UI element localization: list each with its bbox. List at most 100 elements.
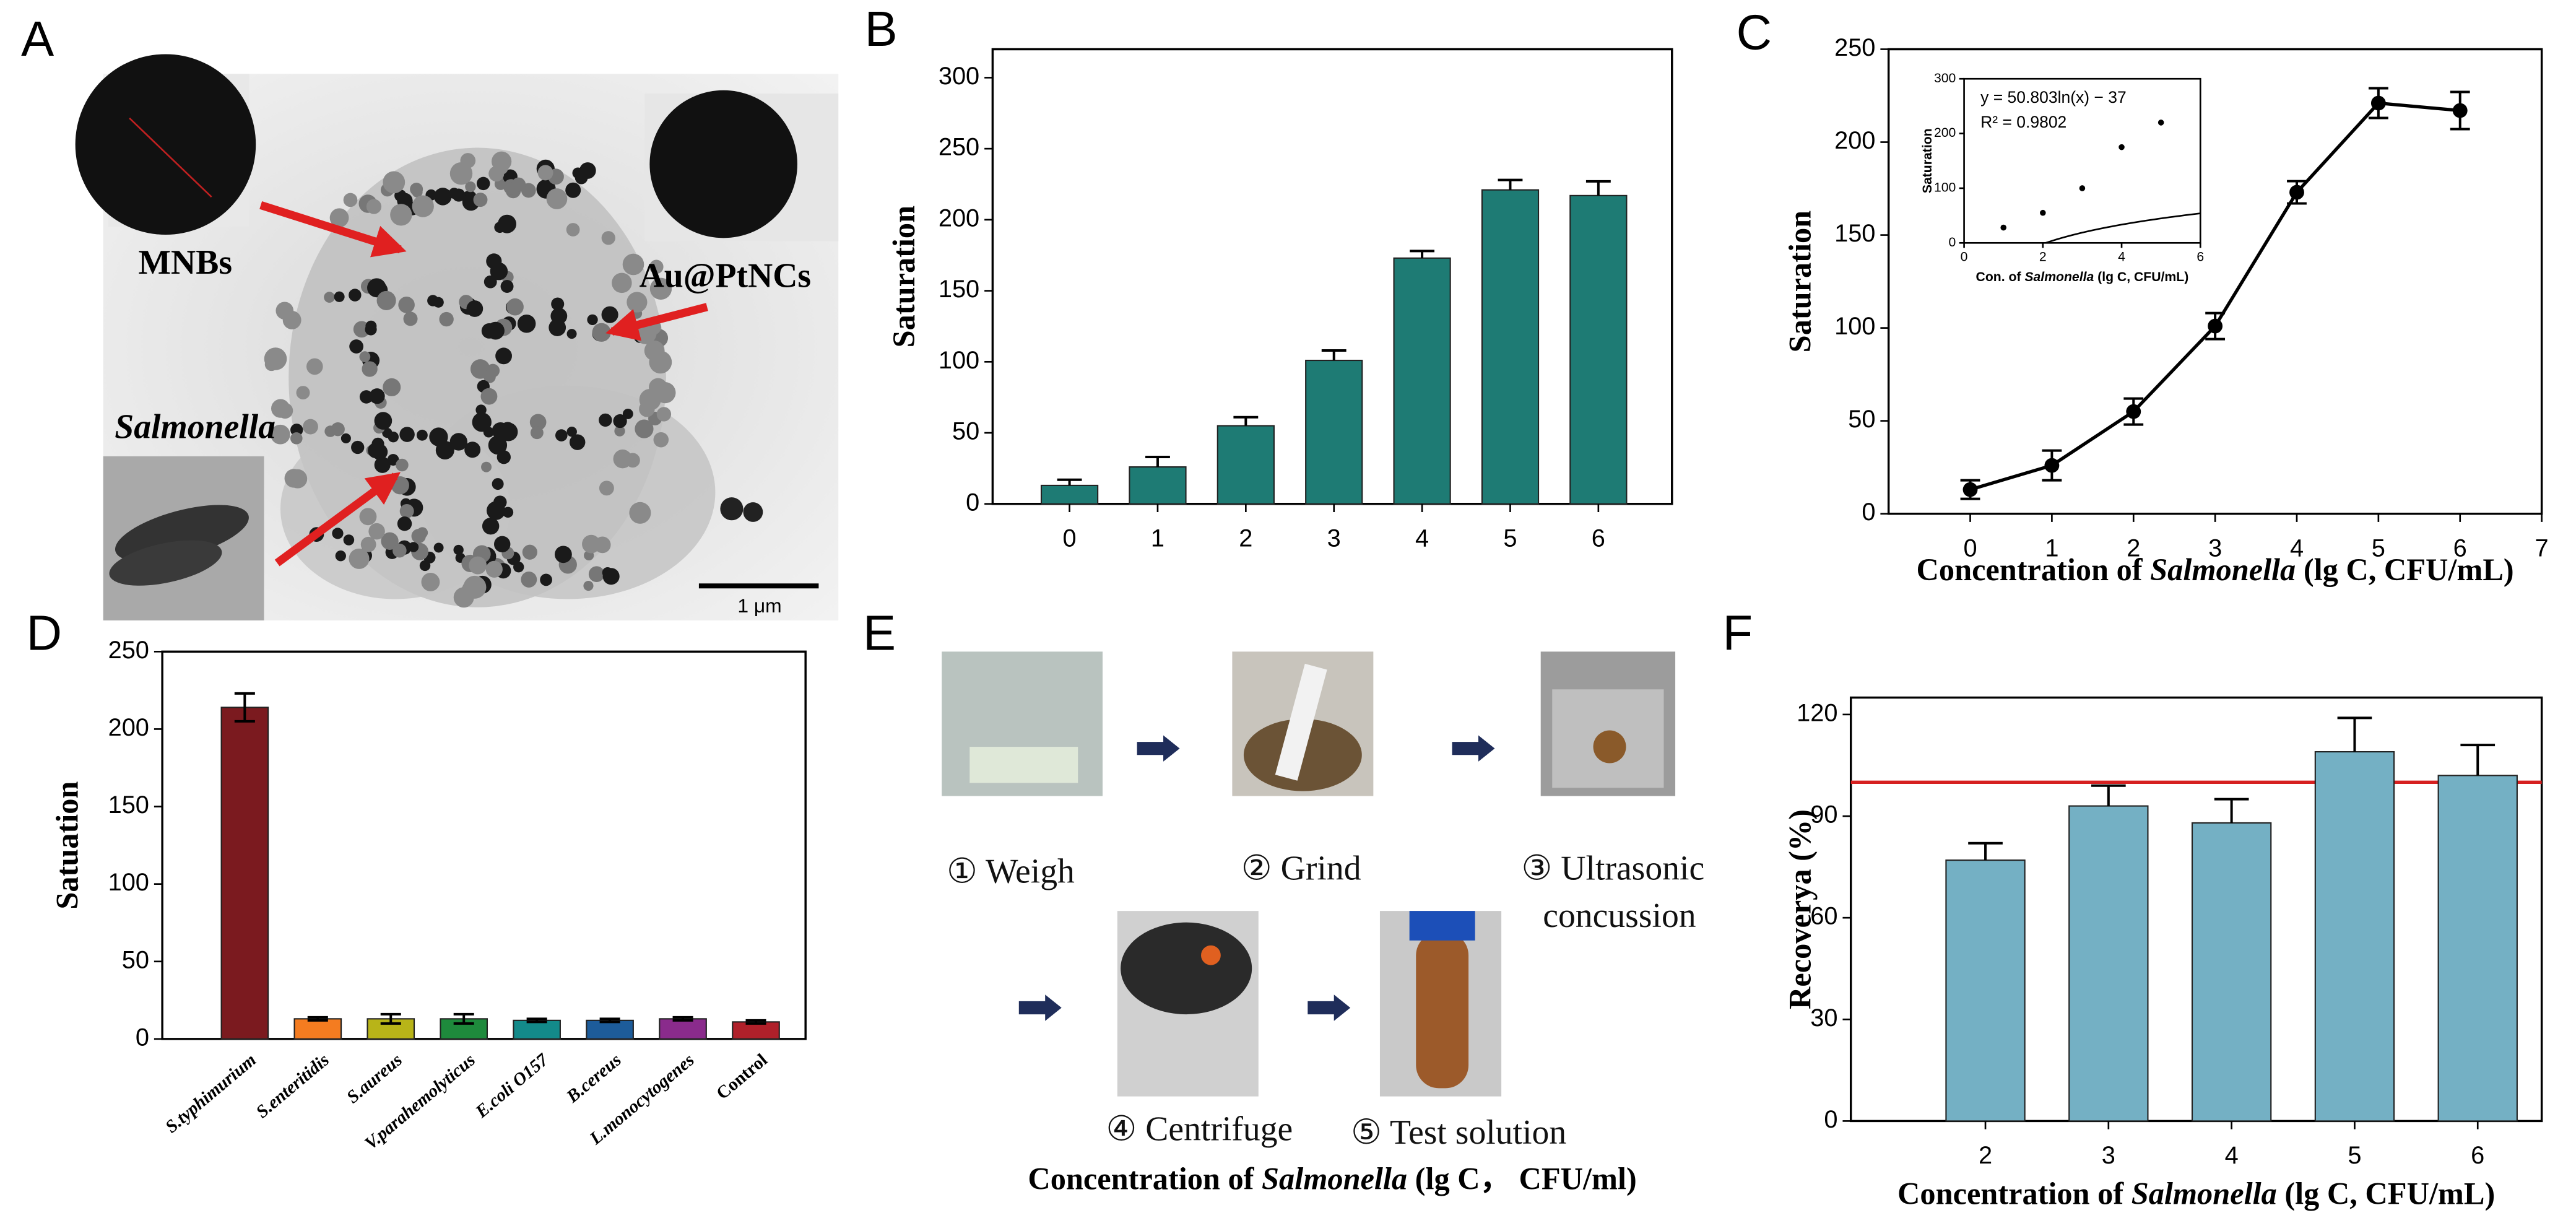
label-part: Concentration of [1897, 1176, 2131, 1211]
image-label: Au@PtNCs [640, 256, 812, 295]
label-part: (lg C, CFU/mL) [2296, 552, 2513, 587]
nanoparticle [335, 550, 346, 562]
label-part: (lg C， CFU/ml) [1407, 1161, 1637, 1196]
nanoparticle [434, 188, 452, 206]
nanoparticle [537, 165, 553, 181]
data-point [2079, 185, 2086, 191]
nanoparticle [472, 412, 492, 432]
x-tick-label: 5 [1503, 525, 1517, 552]
nanoparticle [453, 544, 464, 555]
y-tick-label: 100 [1834, 313, 1875, 340]
nanoparticle [654, 382, 676, 404]
x-tick-label: 2 [1979, 1142, 1992, 1169]
nanoparticle [614, 425, 625, 437]
nanoparticle [396, 458, 409, 472]
y-tick-label: 200 [1834, 127, 1875, 154]
label-part: Con. of [1976, 270, 2025, 284]
nanoparticle [453, 587, 474, 608]
x-tick-label: S.enteritidis [253, 1050, 333, 1123]
nanoparticle [435, 440, 454, 459]
bar [513, 1019, 561, 1040]
nanoparticle [362, 361, 378, 377]
nanoparticle [411, 529, 426, 544]
x-tick-label: S.typhimurium [162, 1050, 260, 1137]
x-tick-label: 0 [1963, 534, 1977, 562]
x-tick-label: 2 [2127, 534, 2140, 562]
nanoparticle [383, 171, 405, 194]
nanoparticle [492, 478, 504, 490]
data-point [2208, 318, 2223, 334]
nanoparticle [583, 580, 594, 591]
nanoparticle [588, 566, 605, 583]
y-tick-label: 250 [939, 134, 979, 161]
nanoparticle [629, 502, 651, 524]
y-axis-label: Saturation [1920, 128, 1935, 193]
x-tick-label: 3 [2208, 534, 2222, 562]
x-axis-label: Concentration of Salmonella (lg C， CFU/m… [1028, 1161, 1636, 1196]
nanoparticle [351, 440, 365, 455]
panel-letter: C [1737, 4, 1772, 59]
nanoparticle [602, 568, 620, 585]
nanoparticle [275, 302, 294, 320]
r-squared: R² = 0.9802 [1980, 113, 2066, 131]
nanoparticle [369, 388, 385, 404]
x-tick-label: 3 [2102, 1142, 2115, 1169]
y-axis-label: Recoverya (%) [1782, 809, 1817, 1009]
nanoparticle [644, 341, 665, 361]
y-tick-label: 120 [1797, 699, 1837, 726]
bar [1393, 257, 1451, 505]
x-tick-label: 6 [2197, 250, 2204, 264]
nanoparticle [475, 404, 487, 415]
data-point [1962, 482, 1978, 497]
data-point [2370, 95, 2386, 111]
nanoparticle [482, 517, 500, 535]
x-tick-label: 0 [1063, 525, 1077, 552]
y-tick-label: 0 [1824, 1106, 1837, 1133]
x-tick-label: Control [713, 1050, 771, 1104]
x-tick-label: 0 [1961, 250, 1968, 264]
nanoparticle [284, 469, 303, 488]
nanoparticle [469, 556, 487, 575]
nanoparticle [412, 195, 434, 217]
bar [2314, 751, 2395, 1122]
data-point [2126, 404, 2141, 419]
nanoparticle [324, 292, 335, 303]
nanoparticle [343, 534, 355, 546]
x-axis-label: Con. of Salmonella (lg C, CFU/mL) [1976, 270, 2189, 284]
nanoparticle [390, 204, 412, 226]
nanoparticle [592, 323, 611, 342]
nanoparticle [511, 177, 526, 192]
nanoparticle [495, 347, 512, 365]
nanoparticle [270, 424, 290, 445]
nanoparticle [540, 573, 552, 586]
nanoparticle [465, 181, 476, 193]
scale-bar-label: 1 μm [737, 594, 781, 617]
nanoparticle [264, 357, 279, 372]
nanoparticle [388, 431, 399, 443]
nanoparticle [569, 434, 586, 450]
nanoparticle [613, 414, 627, 428]
nanoparticle [622, 409, 633, 419]
nanoparticle [343, 193, 358, 207]
nanoparticle [502, 507, 514, 518]
nanoparticle [555, 429, 568, 442]
y-tick-label: 0 [1862, 498, 1875, 526]
y-tick-label: 50 [122, 946, 149, 973]
nanoparticle [368, 523, 385, 540]
nanoparticle [488, 435, 508, 455]
nanoparticle [551, 297, 565, 311]
equation: y = 50.803ln(x) − 37 [1980, 88, 2127, 107]
nanoparticle [517, 314, 536, 333]
y-tick-label: 150 [1834, 220, 1875, 247]
nanoparticle [303, 419, 318, 435]
x-tick-label: 5 [2372, 534, 2385, 562]
x-tick-label: 1 [2045, 534, 2058, 562]
nanoparticle [579, 162, 596, 179]
nanoparticle [656, 407, 672, 422]
nanoparticle [349, 289, 362, 302]
nanoparticle [381, 532, 399, 550]
nanoparticle [473, 193, 488, 207]
data-point [2040, 209, 2046, 216]
x-tick-label: 4 [1415, 525, 1429, 552]
